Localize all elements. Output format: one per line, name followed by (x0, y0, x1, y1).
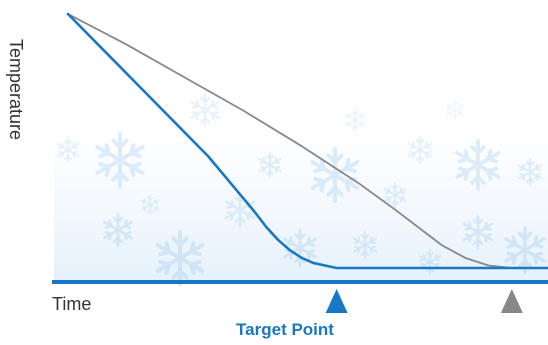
y-axis-label: Temperature (6, 38, 26, 140)
gray-endpoint-marker (500, 289, 523, 313)
target-point-label: Target Point (236, 320, 334, 339)
snowflake-icon (445, 99, 465, 121)
snowflake-background (54, 92, 548, 284)
target-point-marker (325, 289, 348, 313)
x-axis-label: Time (52, 294, 92, 314)
series-line-gray (67, 13, 548, 269)
series-line-blue (66, 12, 548, 270)
